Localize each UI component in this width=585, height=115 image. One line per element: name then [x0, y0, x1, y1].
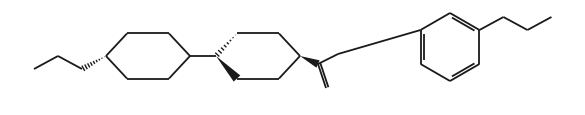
Polygon shape	[216, 56, 240, 82]
Polygon shape	[300, 56, 319, 68]
